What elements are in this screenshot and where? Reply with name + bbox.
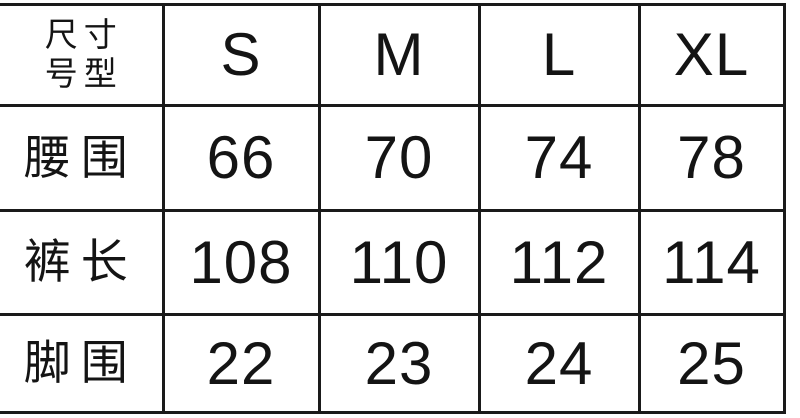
size-label-l: L bbox=[541, 21, 577, 88]
measure-leg-opening-s: 22 bbox=[206, 329, 276, 397]
cell-leg-opening-xl: 25 bbox=[637, 313, 786, 414]
table-row: 裤长 108 110 112 114 bbox=[0, 209, 786, 316]
measure-pants-length-s: 108 bbox=[189, 228, 293, 296]
cell-waist-l: 74 bbox=[477, 104, 641, 212]
row-label-leg-opening: 脚围 bbox=[23, 336, 138, 391]
cell-pants-length-s: 108 bbox=[161, 209, 321, 316]
corner-header-line-1: 尺寸 bbox=[44, 15, 123, 55]
measure-leg-opening-m: 23 bbox=[364, 329, 434, 397]
size-label-s: S bbox=[220, 21, 262, 88]
corner-header-line-2: 号型 bbox=[44, 54, 123, 93]
cell-pants-length-xl: 114 bbox=[637, 209, 786, 316]
table-row: 腰围 66 70 74 78 bbox=[0, 104, 786, 212]
measure-pants-length-m: 110 bbox=[349, 228, 449, 296]
measure-pants-length-l: 112 bbox=[509, 228, 609, 296]
cell-pants-length-m: 110 bbox=[317, 209, 481, 316]
cell-waist-m: 70 bbox=[317, 104, 481, 212]
column-header-l: L bbox=[477, 3, 641, 107]
column-header-s: S bbox=[161, 3, 321, 107]
measure-waist-xl: 78 bbox=[677, 124, 746, 191]
size-label-xl: XL bbox=[673, 21, 750, 88]
cell-pants-length-l: 112 bbox=[477, 209, 641, 316]
measure-waist-m: 70 bbox=[364, 124, 434, 191]
table-row: 脚围 22 23 24 25 bbox=[0, 313, 786, 414]
measure-pants-length-xl: 114 bbox=[662, 228, 761, 296]
cell-waist-xl: 78 bbox=[637, 104, 786, 212]
measure-waist-s: 66 bbox=[206, 124, 276, 191]
measure-leg-opening-l: 24 bbox=[524, 329, 594, 397]
table-header-row: 尺寸 号型 S M L XL bbox=[0, 3, 786, 107]
row-label-pants-length: 裤长 bbox=[23, 235, 138, 290]
cell-leg-opening-s: 22 bbox=[161, 313, 321, 414]
cell-leg-opening-l: 24 bbox=[477, 313, 641, 414]
column-header-m: M bbox=[317, 3, 481, 107]
column-header-xl: XL bbox=[637, 3, 786, 107]
corner-header-cell: 尺寸 号型 bbox=[0, 3, 165, 107]
row-label-waist: 腰围 bbox=[23, 130, 138, 186]
size-label-m: M bbox=[373, 21, 425, 88]
measure-waist-l: 74 bbox=[524, 124, 594, 191]
size-chart-table: 尺寸 号型 S M L XL 腰围 bbox=[0, 3, 786, 414]
cell-leg-opening-m: 23 bbox=[317, 313, 481, 414]
row-header-pants-length: 裤长 bbox=[0, 209, 165, 316]
size-chart-container: 尺寸 号型 S M L XL 腰围 bbox=[0, 3, 786, 414]
measure-leg-opening-xl: 25 bbox=[677, 329, 746, 397]
cell-waist-s: 66 bbox=[161, 104, 321, 212]
row-header-leg-opening: 脚围 bbox=[0, 313, 165, 414]
row-header-waist: 腰围 bbox=[0, 104, 165, 212]
